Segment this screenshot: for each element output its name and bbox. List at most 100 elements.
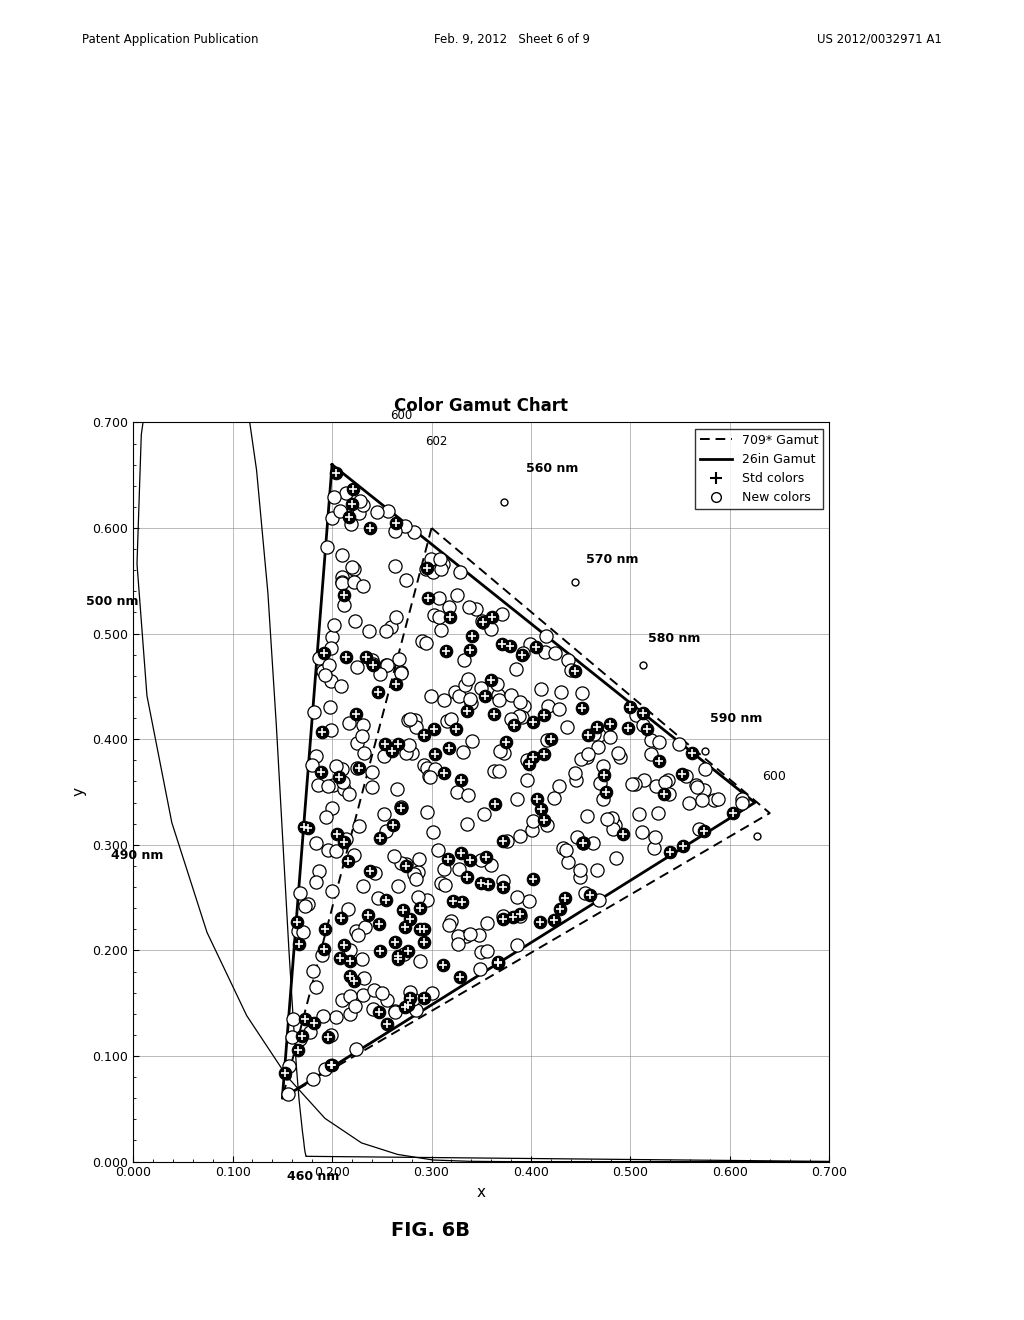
Point — [392, 796, 409, 817]
Point — [478, 941, 495, 962]
Point — [433, 558, 450, 579]
Point — [336, 777, 352, 799]
Point — [354, 714, 371, 735]
Point — [450, 933, 466, 954]
Point — [295, 921, 311, 942]
Point — [559, 717, 575, 738]
Point — [643, 730, 659, 751]
Point — [361, 620, 378, 642]
Point — [398, 743, 415, 764]
Point — [490, 689, 507, 710]
Point — [323, 671, 339, 692]
Point — [285, 1008, 301, 1030]
Point — [579, 805, 595, 826]
Point — [546, 787, 562, 808]
Point — [364, 649, 380, 671]
Point — [410, 887, 426, 908]
Point — [503, 685, 519, 706]
Point — [473, 677, 489, 698]
Point — [347, 1038, 364, 1059]
Point — [372, 664, 388, 685]
Point — [574, 682, 591, 704]
Point — [489, 673, 506, 694]
Point — [307, 833, 324, 854]
Point — [462, 924, 478, 945]
Point — [631, 803, 647, 824]
Point — [571, 867, 588, 888]
Point — [313, 944, 330, 965]
Point — [566, 763, 583, 784]
Point — [354, 495, 371, 516]
Point — [580, 744, 596, 766]
Point — [349, 925, 366, 946]
Point — [388, 777, 404, 799]
Point — [433, 619, 450, 640]
Point — [432, 549, 449, 570]
Point — [334, 990, 350, 1011]
Point — [591, 890, 607, 911]
Point — [356, 968, 373, 989]
Point — [364, 762, 380, 783]
Point — [354, 725, 371, 746]
Point — [344, 556, 360, 577]
Point — [485, 760, 502, 781]
Point — [335, 772, 351, 793]
Point — [515, 643, 531, 664]
Point — [387, 1001, 403, 1022]
Point — [328, 841, 344, 862]
Point — [422, 766, 438, 787]
Point — [629, 704, 645, 725]
Point — [438, 710, 455, 731]
Point — [374, 983, 390, 1005]
Point — [591, 725, 607, 746]
Point — [696, 779, 713, 800]
Point — [571, 859, 588, 880]
Point — [538, 626, 554, 647]
Text: 600: 600 — [390, 409, 413, 422]
Point — [423, 686, 439, 708]
Legend: 709* Gamut, 26in Gamut, Std colors, New colors: 709* Gamut, 26in Gamut, Std colors, New … — [695, 429, 823, 510]
Point — [451, 858, 467, 879]
Point — [650, 803, 667, 824]
Point — [423, 549, 439, 570]
Point — [328, 1006, 344, 1027]
Point — [538, 642, 554, 663]
Point — [511, 705, 527, 726]
Point — [499, 830, 515, 851]
Point — [650, 731, 667, 752]
Point — [400, 734, 417, 755]
Point — [627, 774, 643, 795]
Point — [553, 681, 569, 702]
Point — [539, 730, 555, 751]
Point — [440, 915, 457, 936]
Point — [337, 483, 353, 504]
Point — [449, 781, 465, 803]
Point — [450, 583, 466, 605]
Point — [560, 851, 577, 873]
Point — [551, 698, 567, 719]
Text: Feb. 9, 2012   Sheet 6 of 9: Feb. 9, 2012 Sheet 6 of 9 — [434, 33, 590, 46]
Point — [324, 507, 340, 528]
Point — [347, 995, 364, 1016]
Point — [333, 676, 349, 697]
Point — [314, 1006, 331, 1027]
Point — [507, 659, 523, 680]
Point — [599, 809, 615, 830]
Point — [419, 890, 435, 911]
Point — [577, 883, 593, 904]
Point — [319, 840, 336, 861]
Point — [456, 649, 472, 671]
Point — [430, 840, 446, 861]
Point — [397, 515, 414, 536]
Point — [464, 730, 480, 751]
Point — [398, 570, 415, 591]
Point — [580, 747, 596, 768]
Point — [503, 709, 519, 730]
Point — [412, 950, 428, 972]
Point — [393, 661, 410, 682]
Point — [516, 696, 532, 717]
Point — [706, 789, 722, 810]
Point — [350, 503, 367, 524]
Point — [354, 576, 371, 597]
Point — [354, 985, 371, 1006]
